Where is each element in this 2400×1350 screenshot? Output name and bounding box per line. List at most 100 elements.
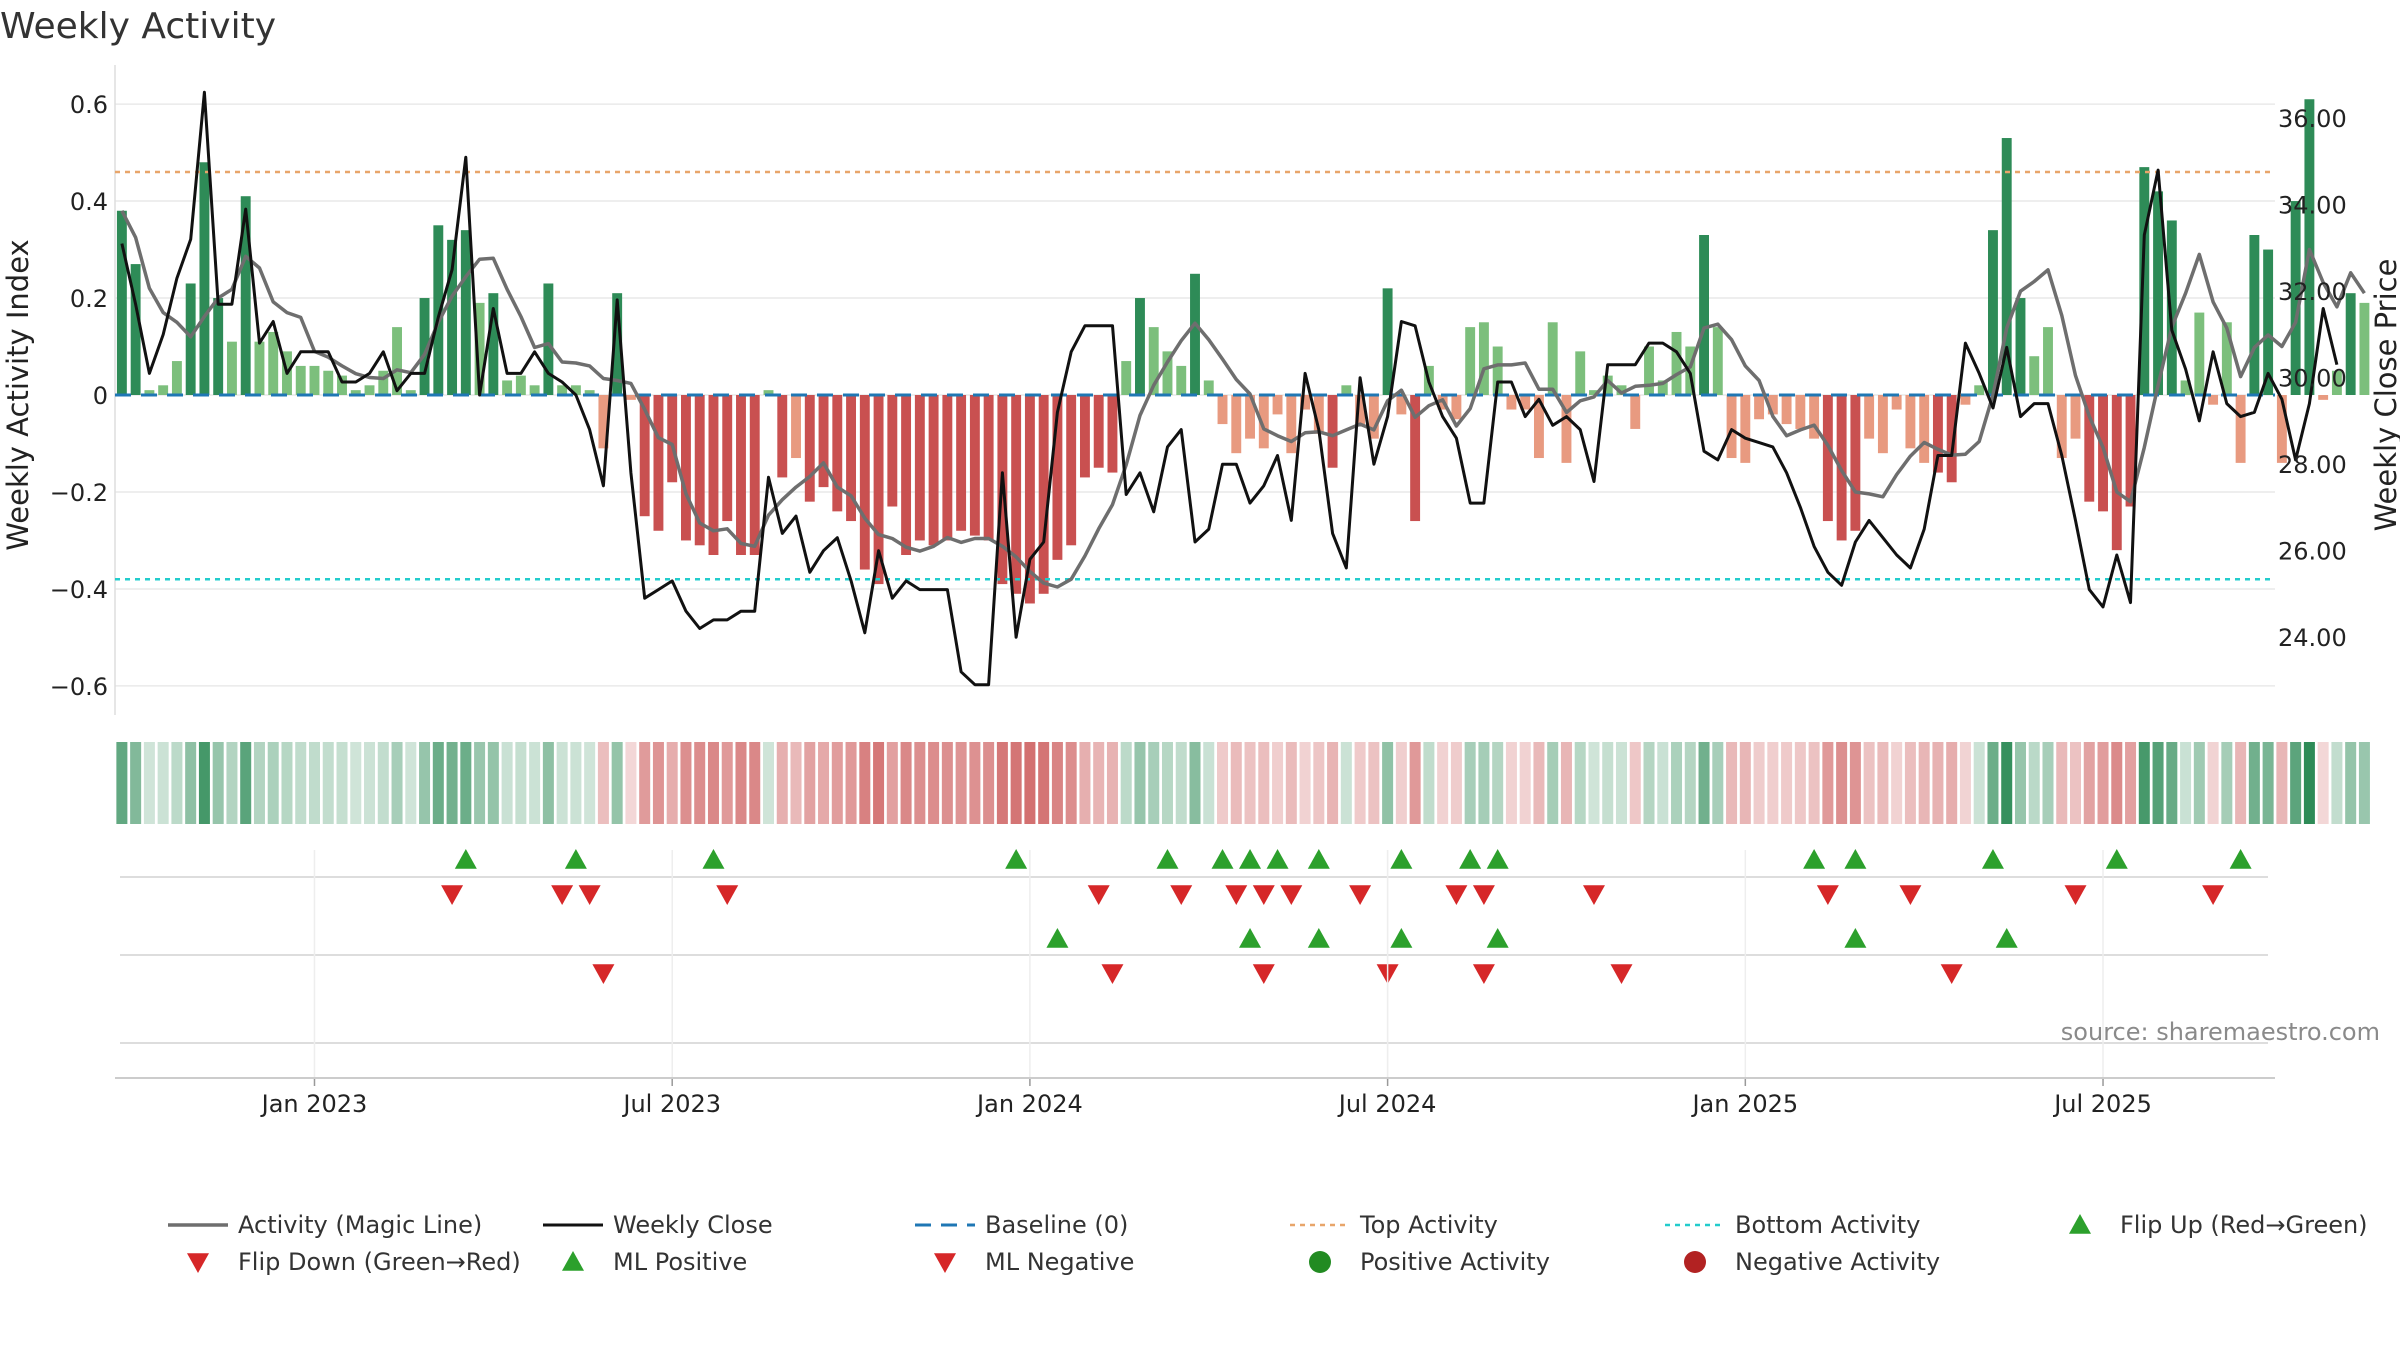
activity-bar xyxy=(1988,230,1998,395)
activity-bar xyxy=(1451,395,1462,420)
activity-bar xyxy=(1533,395,1544,459)
flip-up-marker xyxy=(1486,849,1509,869)
activity-bar xyxy=(1245,395,1255,439)
flip-up-marker xyxy=(1390,849,1413,869)
activity-bar xyxy=(1561,395,1572,463)
activity-bar xyxy=(901,395,912,555)
heat-cell xyxy=(2331,742,2343,824)
activity-bar xyxy=(639,395,650,517)
right-tick-label: 26.00 xyxy=(2278,538,2347,566)
heat-cell xyxy=(914,742,926,824)
activity-bar xyxy=(1478,322,1489,395)
heat-cell xyxy=(1918,742,1930,824)
activity-bar xyxy=(1024,395,1035,604)
activity-bar xyxy=(2015,298,2026,395)
heat-cell xyxy=(1877,742,1889,824)
heat-cell xyxy=(845,742,857,824)
heat-cell xyxy=(790,742,802,824)
activity-bar xyxy=(199,162,210,395)
heat-cell xyxy=(1643,742,1655,824)
heat-cell xyxy=(1753,742,1765,824)
flip-up-marker xyxy=(454,849,477,869)
activity-bar xyxy=(460,230,471,395)
flip-down-marker xyxy=(578,885,601,905)
heat-cell xyxy=(1712,742,1724,824)
heat-cell xyxy=(1423,742,1435,824)
right-axis-ticks: 36.00 34.00 32.00 30.00 28.00 26.00 24.00 xyxy=(2278,105,2347,652)
activity-bar xyxy=(1754,395,1765,420)
heat-cell xyxy=(1450,742,1462,824)
legend-label: Top Activity xyxy=(1359,1211,1498,1239)
activity-bar xyxy=(2235,395,2246,463)
ml-negative-marker xyxy=(1940,964,1963,984)
legend-swatch xyxy=(1684,1251,1706,1273)
heat-cell xyxy=(2083,742,2095,824)
ml-positive-marker xyxy=(1307,928,1330,948)
heat-cell xyxy=(267,742,279,824)
activity-bar xyxy=(2180,380,2191,395)
activity-bar xyxy=(2345,293,2356,395)
activity-bar xyxy=(419,298,430,395)
activity-bar xyxy=(1919,395,1930,463)
heat-cell xyxy=(377,742,389,824)
activity-bar xyxy=(474,302,485,395)
flip-down-marker xyxy=(1582,885,1605,905)
heat-cell xyxy=(1505,742,1517,824)
heat-cell xyxy=(281,742,293,824)
activity-bar xyxy=(1107,395,1118,473)
heat-cell xyxy=(1891,742,1903,824)
activity-bar xyxy=(1726,395,1737,459)
left-tick-label: −0.6 xyxy=(50,673,108,701)
activity-bar xyxy=(1891,395,1902,410)
heat-cell xyxy=(308,742,320,824)
activity-bar xyxy=(1258,395,1269,449)
flip-down-marker xyxy=(2202,885,2225,905)
chart-title: Weekly Activity xyxy=(0,6,276,47)
activity-bar xyxy=(350,390,361,395)
activity-bar xyxy=(2043,327,2053,395)
activity-bar xyxy=(254,341,265,395)
activity-bar xyxy=(653,395,664,531)
right-tick-label: 30.00 xyxy=(2278,365,2347,393)
heat-cell xyxy=(1863,742,1875,824)
heat-cell xyxy=(2248,742,2260,824)
heat-cell xyxy=(1533,742,1545,824)
legend-label: ML Positive xyxy=(613,1248,747,1276)
heat-cell xyxy=(886,742,898,824)
series-lines xyxy=(120,90,2366,687)
activity-bar xyxy=(2001,138,2012,395)
x-tick-label: Jul 2024 xyxy=(1337,1090,1437,1118)
activity-bar xyxy=(1781,395,1792,425)
heat-cell xyxy=(2345,742,2357,824)
activity-bar xyxy=(2139,167,2150,395)
activity-bar xyxy=(1492,346,1503,395)
activity-bar xyxy=(969,395,980,536)
flip-down-marker xyxy=(1349,885,1372,905)
heat-cell xyxy=(405,742,417,824)
activity-bar xyxy=(1932,395,1943,473)
flip-up-marker xyxy=(1005,849,1028,869)
activity-bar xyxy=(543,283,554,395)
heat-cell xyxy=(2180,742,2192,824)
heat-cell xyxy=(322,742,334,824)
heat-cell xyxy=(2276,742,2288,824)
flip-down-marker xyxy=(441,885,464,905)
activity-bar xyxy=(1286,395,1297,454)
activity-bar xyxy=(1410,395,1421,522)
heat-cell xyxy=(1230,742,1242,824)
activity-bar xyxy=(2331,370,2342,395)
heat-cell xyxy=(419,742,431,824)
flip-up-marker xyxy=(1211,849,1234,869)
heat-cell xyxy=(1492,742,1504,824)
heat-cell xyxy=(157,742,169,824)
activity-bar xyxy=(2276,395,2287,463)
legend-label: Bottom Activity xyxy=(1735,1211,1920,1239)
heat-cell xyxy=(983,742,995,824)
ml-negative-marker xyxy=(1252,964,1275,984)
heat-cell xyxy=(226,742,238,824)
activity-bar xyxy=(1809,395,1820,439)
heat-cell xyxy=(1327,742,1339,824)
x-tick-label: Jul 2023 xyxy=(621,1090,721,1118)
heat-cell xyxy=(1547,742,1559,824)
activity-bar xyxy=(1905,395,1916,449)
